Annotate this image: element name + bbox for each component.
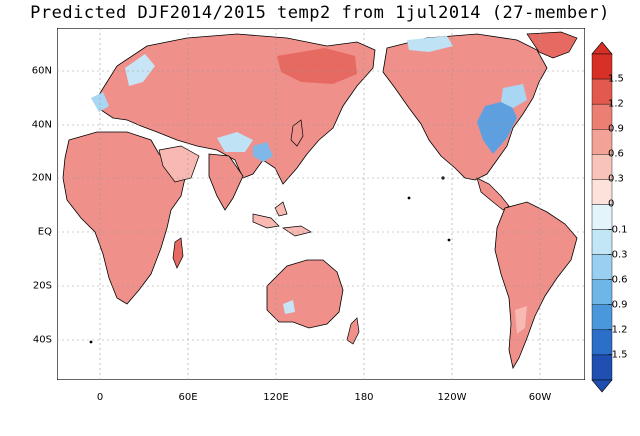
lat-label-20s: 20S [32, 280, 52, 292]
lon-label-180: 180 [354, 392, 374, 403]
arabia-landmass [158, 145, 200, 183]
colorbar-tick-label: 1.2 [608, 98, 624, 110]
greenland [526, 31, 578, 59]
south-america-landmass [494, 201, 578, 370]
lon-label-0: 0 [96, 392, 104, 403]
lon-label-120e: 120E [263, 392, 289, 403]
north-america-landmass [382, 33, 548, 181]
colorbar-tick-label: 0 [608, 198, 615, 210]
world-temperature-anomaly-map [57, 28, 585, 380]
colorbar-tick-label: 0.3 [608, 173, 624, 185]
japan-landmass [290, 119, 304, 147]
siberia-warm-region [277, 48, 357, 84]
lon-label-120w: 120W [437, 392, 467, 403]
lat-label-40s: 40S [32, 334, 52, 346]
india-landmass [208, 153, 244, 211]
pacific-island [407, 196, 411, 200]
africa-landmass [62, 131, 186, 305]
lon-label-60w: 60W [528, 392, 552, 403]
colorbar-tick-label: -1.5 [608, 349, 628, 361]
colorbar-tick-label: -0.6 [608, 274, 628, 286]
nw-europe-cool-region [91, 92, 109, 112]
colorbar-tick-label: -0.3 [608, 249, 628, 261]
great-lakes-cool-region [501, 84, 527, 108]
madagascar [172, 237, 184, 269]
map-title: Predicted DJF2014/2015 temp2 from 1jul20… [30, 3, 610, 23]
colorbar-top-arrow [591, 41, 613, 55]
lat-label-eq: EQ [37, 226, 52, 238]
colorbar-tick-label: 0.9 [608, 123, 624, 135]
colorbar-tick-label: -0.1 [608, 224, 628, 236]
colorbar [591, 41, 613, 393]
colorbar-tick-label: 0.6 [608, 148, 624, 160]
australia-cool-spot [283, 300, 295, 314]
scandinavia-cool-region [125, 54, 155, 86]
lat-label-20n: 20N [31, 172, 52, 184]
new-zealand [346, 317, 360, 345]
south-atlantic-island [89, 340, 93, 344]
indonesia-islands [252, 201, 312, 237]
gridlines [57, 28, 585, 380]
south-pacific-island [447, 238, 451, 242]
central-asia-cool-region [217, 132, 253, 152]
colorbar-tick-label: -1.2 [608, 324, 628, 336]
south-china-cool-region [253, 142, 273, 162]
eastern-us-cold-region [477, 100, 517, 154]
south-america-mild-region [515, 306, 527, 334]
colorbar-tick-label: -0.9 [608, 299, 628, 311]
lat-label-60n: 60N [31, 65, 52, 77]
arctic-canada-cool-region [407, 36, 453, 52]
colorbar-bottom-arrow [591, 379, 613, 393]
lat-label-40n: 40N [31, 119, 52, 131]
lon-label-60e: 60E [178, 392, 198, 403]
colorbar-tick-label: 1.5 [608, 73, 624, 85]
